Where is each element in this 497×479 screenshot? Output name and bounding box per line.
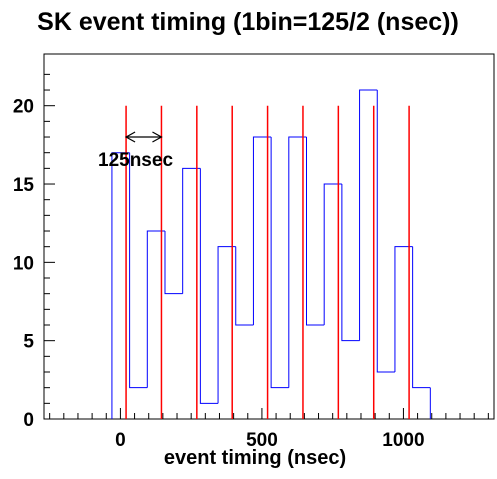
annotation-label: 125nsec [98, 150, 173, 171]
histogram-bin [199, 168, 219, 404]
histogram-bin [252, 136, 272, 326]
chart-title: SK event timing (1bin=125/2 (nsec)) [37, 8, 459, 36]
x-tick-label: 0 [115, 430, 126, 451]
histogram-bin [111, 152, 130, 419]
annotation-arrowhead-right [152, 131, 163, 143]
histogram-bin [341, 184, 360, 342]
marker-line-layer [125, 105, 410, 419]
histogram-bin [323, 183, 342, 326]
histogram-bin [394, 246, 413, 373]
histogram-bin [217, 246, 236, 404]
histogram-bin [412, 246, 431, 389]
histogram-bin [182, 167, 201, 294]
histogram-bin [270, 137, 289, 389]
y-tick-label: 15 [13, 175, 35, 196]
y-tick-label: 5 [23, 332, 34, 353]
histogram-bin [359, 89, 378, 341]
x-tick-label: 1000 [382, 430, 424, 451]
plot-frame [43, 53, 495, 420]
histogram-layer [111, 89, 431, 419]
histogram-bin [376, 90, 395, 373]
axis-layer: 0 5 10 15 20 0 500 1000 [13, 73, 489, 451]
x-axis-label: event timing (nsec) [164, 447, 346, 469]
y-tick-label: 10 [13, 253, 34, 274]
histogram-bin [306, 137, 325, 326]
y-tick-label: 20 [13, 97, 34, 118]
y-tick-label: 0 [23, 410, 34, 431]
annotation-arrowhead-left [124, 131, 136, 143]
histogram-bin [235, 246, 254, 326]
histogram-bin [146, 230, 165, 388]
annotation-layer: 125nsec [98, 131, 173, 171]
x-tick-label: 500 [246, 430, 278, 451]
histogram-bin [288, 136, 307, 388]
histogram-bin [164, 231, 183, 295]
histogram-bin [129, 152, 148, 389]
